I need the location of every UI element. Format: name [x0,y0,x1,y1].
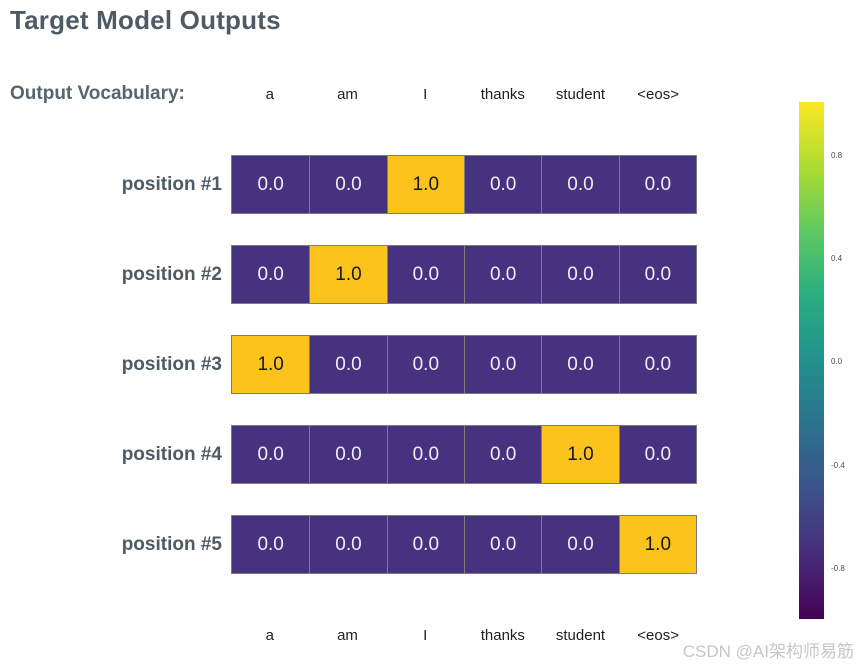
heatmap-cell: 1.0 [232,336,310,393]
csdn-watermark: CSDN @AI架构师易筋 [682,642,854,661]
vocab-header-eos: <eos> [637,86,680,103]
vocab-footer-student: student [555,627,606,644]
row-label-position-2: position #2 [121,263,222,285]
heatmap-cell: 0.0 [541,246,619,303]
vocab-footer-i: I [423,627,428,644]
heatmap-cell: 0.0 [618,426,696,483]
viridis-colorbar [799,102,824,619]
page-title: Target Model Outputs [10,5,281,35]
row-label-position-5: position #5 [121,533,222,555]
vocab-header-a: a [265,86,274,103]
vocabulary-footer-row: a am I thanks student <eos> [231,625,697,647]
heatmap-cell: 1.0 [541,426,619,483]
heatmap-cell: 0.0 [464,516,542,573]
heatmap-cell: 1.0 [386,156,464,213]
heatmap-cell: 0.0 [618,336,696,393]
heatmap-cell: 0.0 [309,426,387,483]
heatmap-cell: 0.0 [232,426,310,483]
heatmap-cell: 0.0 [464,156,542,213]
heatmap-row-1: 0.0 0.0 1.0 0.0 0.0 0.0 [231,155,697,214]
vocab-header-i: I [423,86,428,103]
heatmap-cell: 0.0 [464,426,542,483]
heatmap-cell: 0.0 [386,516,464,573]
row-label-position-4: position #4 [121,443,222,465]
colorbar-tick-label: 0.0 [831,357,843,366]
vocab-footer-a: a [265,627,274,644]
heatmap-cell: 0.0 [386,246,464,303]
heatmap-row-2: 0.0 1.0 0.0 0.0 0.0 0.0 [231,245,697,304]
heatmap-row-3: 1.0 0.0 0.0 0.0 0.0 0.0 [231,335,697,394]
heatmap-cell: 0.0 [618,156,696,213]
heatmap-cell: 0.0 [309,156,387,213]
heatmap-cell: 0.0 [464,246,542,303]
vocab-header-am: am [337,86,358,103]
vocab-footer-eos: <eos> [637,627,680,644]
heatmap-cell: 0.0 [309,336,387,393]
heatmap-cell: 0.0 [232,156,310,213]
vocab-footer-am: am [337,627,358,644]
heatmap-row-4: 0.0 0.0 0.0 0.0 1.0 0.0 [231,425,697,484]
colorbar-tick-label: 0.8 [831,151,843,160]
heatmap-cell: 0.0 [232,246,310,303]
heatmap-cell: 0.0 [386,336,464,393]
vocab-footer-thanks: thanks [480,627,525,644]
row-label-position-3: position #3 [121,353,222,375]
vocabulary-header-row: a am I thanks student <eos> [231,84,697,106]
vocab-header-student: student [555,86,606,103]
output-vocabulary-label: Output Vocabulary: [10,83,185,104]
heatmap-cell: 1.0 [618,516,696,573]
colorbar-tick-label: -0.4 [831,461,845,470]
heatmap-row-5: 0.0 0.0 0.0 0.0 0.0 1.0 [231,515,697,574]
colorbar-tick-label: -0.8 [831,564,845,573]
heatmap-cell: 0.0 [618,246,696,303]
colorbar-tick-label: 0.4 [831,254,843,263]
vocab-header-thanks: thanks [480,86,525,103]
heatmap-cell: 0.0 [386,426,464,483]
heatmap-cell: 1.0 [309,246,387,303]
heatmap-cell: 0.0 [309,516,387,573]
heatmap-cell: 0.0 [464,336,542,393]
heatmap-cell: 0.0 [232,516,310,573]
row-label-position-1: position #1 [121,173,222,195]
heatmap-cell: 0.0 [541,516,619,573]
heatmap-cell: 0.0 [541,156,619,213]
heatmap-cell: 0.0 [541,336,619,393]
